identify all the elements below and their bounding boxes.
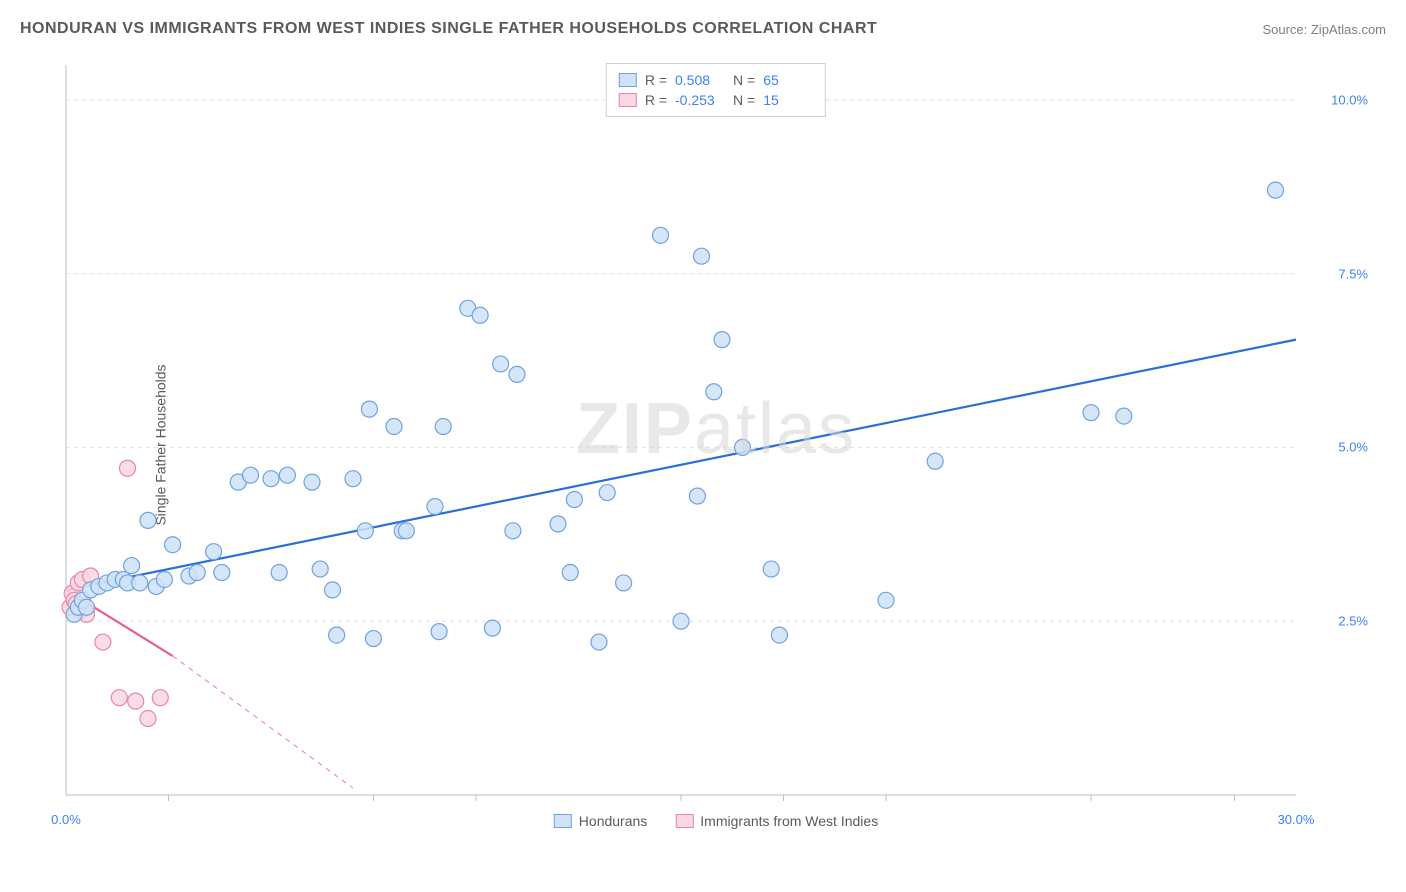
legend-item: Hondurans — [554, 813, 648, 829]
n-label: N = — [733, 72, 755, 88]
x-tick-label: 30.0% — [1278, 812, 1315, 827]
r-label: R = — [645, 92, 667, 108]
y-tick-label: 7.5% — [1338, 266, 1368, 281]
r-label: R = — [645, 72, 667, 88]
y-tick-label: 5.0% — [1338, 440, 1368, 455]
legend-stat-row: R = -0.253 N = 15 — [619, 90, 813, 110]
legend-swatch — [554, 814, 572, 828]
correlation-legend: R = 0.508 N = 65 R = -0.253 N = 15 — [606, 63, 826, 117]
chart-area: Single Father Households ZIPatlas R =0.5… — [56, 55, 1376, 835]
chart-title: HONDURAN VS IMMIGRANTS FROM WEST INDIES … — [20, 20, 877, 38]
legend-swatch — [675, 814, 693, 828]
r-value: -0.253 — [675, 92, 725, 108]
y-tick-label: 10.0% — [1331, 92, 1368, 107]
n-value: 15 — [763, 92, 813, 108]
r-value: 0.508 — [675, 72, 725, 88]
legend-label: Immigrants from West Indies — [700, 813, 878, 829]
series-legend: Hondurans Immigrants from West Indies — [554, 813, 878, 829]
scatter-plot — [56, 55, 1376, 835]
legend-label: Hondurans — [579, 813, 648, 829]
x-tick-label: 0.0% — [51, 812, 81, 827]
n-label: N = — [733, 92, 755, 108]
legend-stat-row: R = 0.508 N = 65 — [619, 70, 813, 90]
legend-swatch — [619, 93, 637, 107]
legend-swatch — [619, 73, 637, 87]
source-label: Source: ZipAtlas.com — [1262, 22, 1386, 37]
n-value: 65 — [763, 72, 813, 88]
y-tick-label: 2.5% — [1338, 614, 1368, 629]
legend-item: Immigrants from West Indies — [675, 813, 878, 829]
